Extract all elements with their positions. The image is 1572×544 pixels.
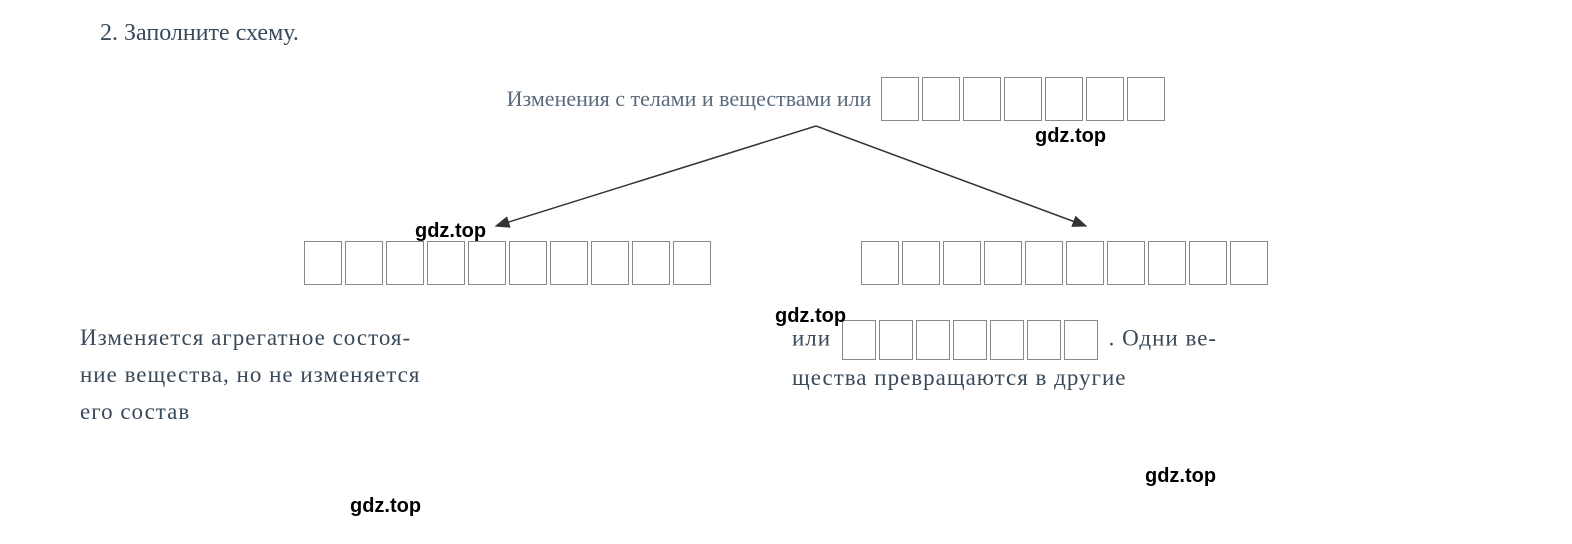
bottom-right-prefix: или [792,325,831,350]
bottom-right-text: или . Одни ве- щества превращаются в дру… [792,320,1492,430]
arrows-svg [286,126,1286,236]
worksheet-container: 2. Заполните схему. Изменения с телами и… [60,20,1512,430]
answer-box[interactable] [1189,241,1227,285]
arrow-left [496,126,816,226]
answer-box[interactable] [881,77,919,121]
answer-box[interactable] [386,241,424,285]
answer-box[interactable] [1045,77,1083,121]
answer-box[interactable] [1127,77,1165,121]
answer-box[interactable] [1148,241,1186,285]
answer-box[interactable] [1027,320,1061,360]
answer-box[interactable] [984,241,1022,285]
answer-box[interactable] [591,241,629,285]
top-boxes[interactable] [881,77,1165,121]
answer-box[interactable] [673,241,711,285]
answer-box[interactable] [468,241,506,285]
bottom-right-boxes[interactable] [842,320,1098,360]
answer-box[interactable] [304,241,342,285]
answer-box[interactable] [1086,77,1124,121]
arrows [60,126,1512,226]
watermark: gdz.top [1145,465,1216,488]
arrow-right [816,126,1086,226]
answer-box[interactable] [632,241,670,285]
answer-box[interactable] [879,320,913,360]
bottom-right-line2: щества превращаются в другие [792,365,1126,390]
watermark: gdz.top [350,495,421,518]
answer-box[interactable] [842,320,876,360]
answer-box[interactable] [1107,241,1145,285]
answer-box[interactable] [427,241,465,285]
answer-box[interactable] [963,77,1001,121]
answer-box[interactable] [902,241,940,285]
answer-box[interactable] [1066,241,1104,285]
answer-box[interactable] [916,320,950,360]
answer-box[interactable] [1230,241,1268,285]
answer-box[interactable] [943,241,981,285]
middle-left-boxes[interactable] [304,241,711,285]
answer-box[interactable] [1025,241,1063,285]
answer-box[interactable] [861,241,899,285]
answer-box[interactable] [509,241,547,285]
answer-box[interactable] [922,77,960,121]
bottom-left-line2: ние вещества, но не изменяется [80,362,420,387]
middle-right-boxes[interactable] [861,241,1268,285]
answer-box[interactable] [990,320,1024,360]
exercise-prompt: 2. Заполните схему. [100,20,1512,47]
answer-box[interactable] [1004,77,1042,121]
bottom-left-line1: Изменяется агрегатное состоя- [80,325,411,350]
bottom-left-line3: его состав [80,399,190,424]
bottom-left-text: Изменяется агрегатное состоя- ние вещест… [80,320,600,430]
answer-box[interactable] [953,320,987,360]
top-label: Изменения с телами и веществами или [507,86,872,112]
bottom-right-suffix: . Одни ве- [1109,325,1217,350]
answer-box[interactable] [345,241,383,285]
answer-box[interactable] [550,241,588,285]
bottom-row: Изменяется агрегатное состоя- ние вещест… [60,320,1512,430]
answer-box[interactable] [1064,320,1098,360]
middle-row [60,241,1512,285]
top-row: Изменения с телами и веществами или [160,77,1512,121]
